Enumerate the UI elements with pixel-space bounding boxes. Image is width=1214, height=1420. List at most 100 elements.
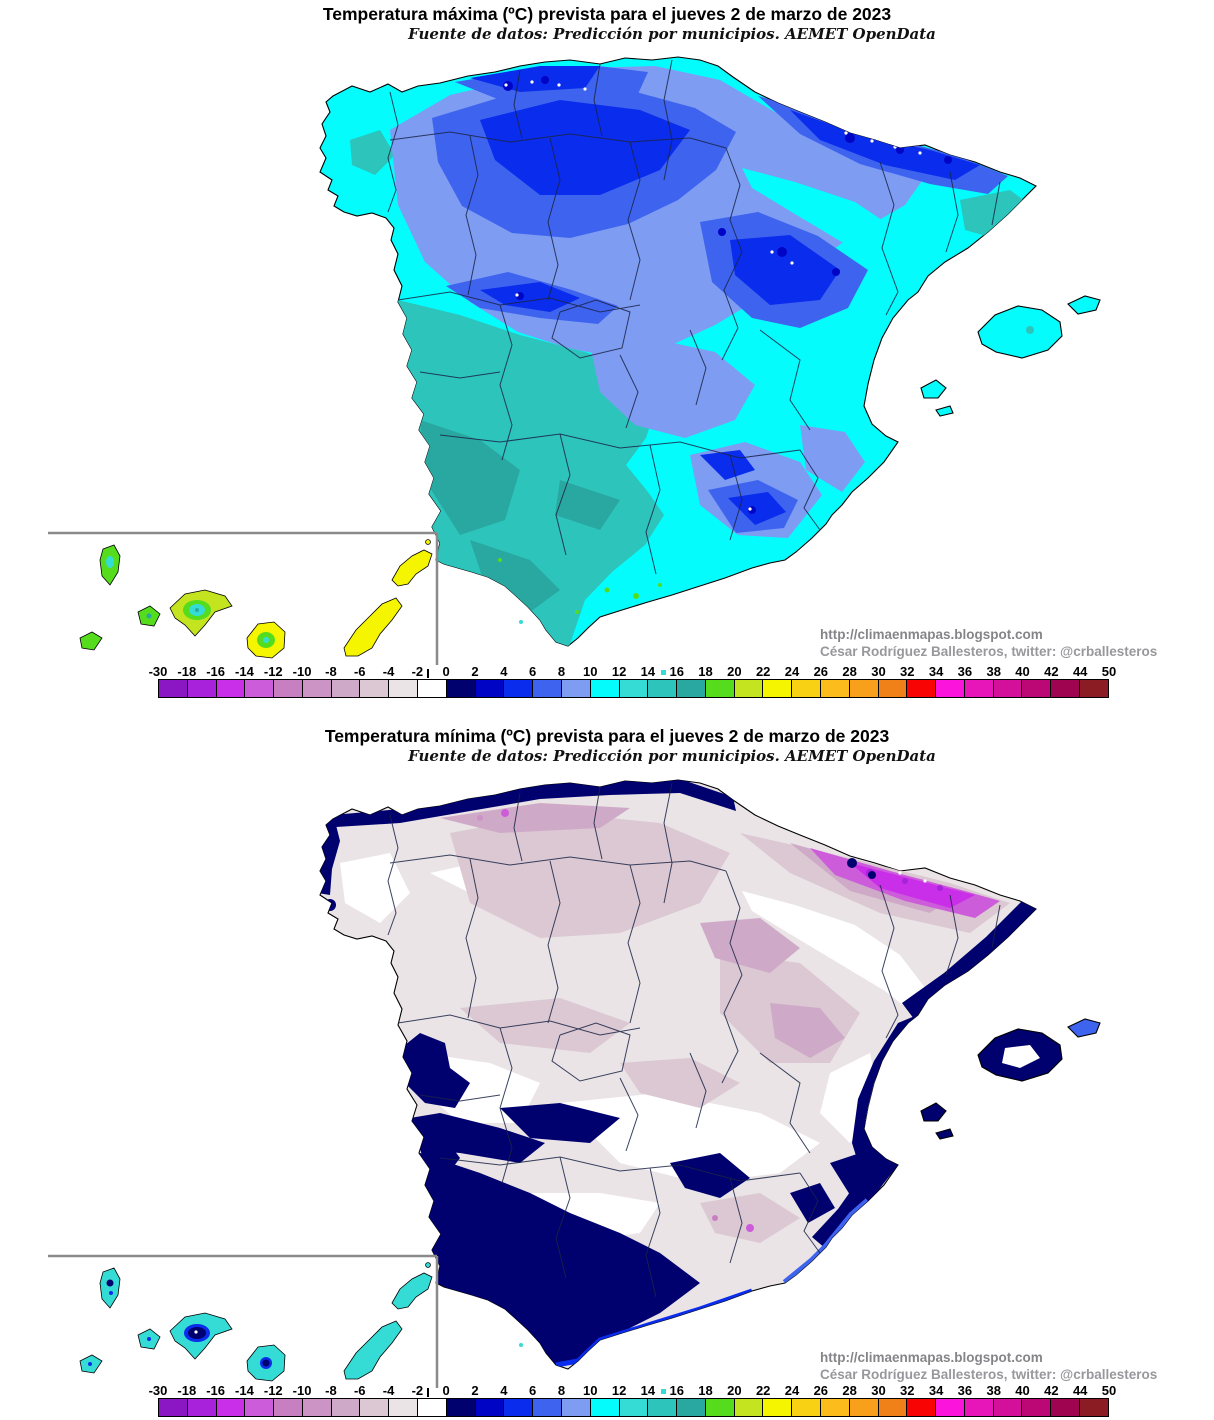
colorbar-label: 40 xyxy=(1015,664,1030,679)
colorbar-label: 0 xyxy=(442,1383,450,1398)
colorbar-segment xyxy=(274,680,303,697)
colorbar-label: 14 xyxy=(640,664,656,679)
colorbar-label: -30 xyxy=(148,1383,168,1398)
colorbar-label: 30 xyxy=(871,1383,886,1398)
colorbar-label: -10 xyxy=(292,664,312,679)
colorbar-label: -6 xyxy=(353,664,366,679)
colorbar-label: -4 xyxy=(382,1383,395,1398)
colorbar-segment xyxy=(590,680,620,697)
colorbar-label: 14 xyxy=(640,1383,656,1398)
colorbar-marker-dot xyxy=(660,1389,666,1394)
colorbar-segment xyxy=(274,1399,303,1416)
map-maxima xyxy=(46,56,1101,667)
balearic-islands-max xyxy=(920,295,1101,417)
alboran-islet-min xyxy=(519,1343,523,1347)
colorbar-segment xyxy=(792,1399,821,1416)
colorbar-label: 34 xyxy=(928,664,944,679)
colorbar-label: 36 xyxy=(957,1383,973,1398)
min-temperature-regions xyxy=(320,780,1036,1368)
colorbar-segment xyxy=(159,1399,188,1416)
colorbar-segment xyxy=(389,1399,419,1416)
colorbar-label: 34 xyxy=(928,1383,944,1398)
colorbar-label: -2 xyxy=(411,664,424,679)
colorbar-tick-mark xyxy=(427,1388,430,1397)
colorbar-segment xyxy=(734,1399,764,1416)
subtitle-maxima: Fuente de datos: Predicción por municipi… xyxy=(408,25,936,43)
colorbar-segment xyxy=(216,1399,246,1416)
colorbar-segment xyxy=(245,680,275,697)
colorbar-label: 26 xyxy=(813,664,829,679)
colorbar-label: -6 xyxy=(353,1383,366,1398)
colorbar-label: -18 xyxy=(177,1383,197,1398)
colorbar-segment xyxy=(993,1399,1023,1416)
colorbar-label: -12 xyxy=(263,664,283,679)
attribution-minima: http://climaenmapas.blogspot.com César R… xyxy=(820,1349,1157,1383)
colorbar-label: 4 xyxy=(500,664,508,679)
colorbar-segment xyxy=(446,1399,476,1416)
colorbar-label: 22 xyxy=(755,1383,771,1398)
colorbar-labels: -30 -18 -16 -14 -12 -10 -8 -6 -4 -2 0 2 4 6 8 10 12 14 16 1… xyxy=(149,664,1117,679)
colorbar-segment xyxy=(763,1399,793,1416)
subtitle-minima: Fuente de datos: Predicción por municipi… xyxy=(408,747,936,765)
colorbar-segment xyxy=(302,680,332,697)
colorbar-label: 20 xyxy=(727,1383,742,1398)
colorbar-segment xyxy=(216,680,246,697)
colorbar-segment xyxy=(619,1399,649,1416)
colorbar-label: 2 xyxy=(471,1383,479,1398)
colorbar-label: 2 xyxy=(471,664,479,679)
colorbar-label: -16 xyxy=(206,1383,226,1398)
colorbar-label: -14 xyxy=(235,1383,254,1398)
colorbar-label: -30 xyxy=(148,664,168,679)
colorbar-label: -10 xyxy=(292,1383,312,1398)
colorbar-label: 32 xyxy=(900,1383,915,1398)
colorbar-segment xyxy=(1022,1399,1052,1416)
colorbar-segment xyxy=(648,680,678,697)
colorbar-segment xyxy=(187,1399,217,1416)
colorbar-segment xyxy=(418,1399,447,1416)
colorbar-segment xyxy=(907,1399,937,1416)
colorbar-segment xyxy=(446,680,476,697)
colorbar-segment xyxy=(504,1399,534,1416)
colorbar-segment xyxy=(705,1399,735,1416)
colorbar-segment xyxy=(331,680,361,697)
colorbar-label: 6 xyxy=(529,1383,537,1398)
colorbar-segment xyxy=(734,680,764,697)
colorbar-segment xyxy=(533,1399,562,1416)
colorbar-label: 50 xyxy=(1101,664,1117,679)
colorbar-segment xyxy=(878,680,908,697)
colorbar-segment xyxy=(590,1399,620,1416)
colorbar-label: 50 xyxy=(1101,1383,1117,1398)
map-minima xyxy=(46,779,1101,1390)
colorbar-segment xyxy=(677,680,706,697)
colorbar-segment xyxy=(964,1399,994,1416)
colorbar-label: 18 xyxy=(698,1383,713,1398)
colorbar-segment xyxy=(849,680,879,697)
attribution-author-max: César Rodríguez Ballesteros, twitter: @c… xyxy=(820,644,1158,659)
colorbar-label: -8 xyxy=(325,1383,337,1398)
colorbar-label: -14 xyxy=(235,664,254,679)
colorbar-label: 38 xyxy=(986,664,1001,679)
colorbar-segment xyxy=(820,680,850,697)
colorbar-label: 10 xyxy=(583,664,598,679)
colorbar-segment xyxy=(533,680,562,697)
colorbar-segment xyxy=(1022,680,1052,697)
colorbar-label: 0 xyxy=(442,664,450,679)
colorbar-segment xyxy=(907,680,937,697)
colorbar-label: 8 xyxy=(557,664,566,679)
colorbar-label: 22 xyxy=(755,664,771,679)
colorbar-segment xyxy=(1051,1399,1080,1416)
colorbar-segment xyxy=(705,680,735,697)
colorbar-label: 12 xyxy=(611,1383,627,1398)
colorbar-label: 8 xyxy=(557,1383,566,1398)
colorbar-segment xyxy=(936,1399,965,1416)
colorbar-label: 16 xyxy=(669,1383,684,1398)
colorbar-segment xyxy=(389,680,419,697)
colorbar-label: 10 xyxy=(583,1383,598,1398)
colorbar-label: 30 xyxy=(871,664,886,679)
colorbar-segment xyxy=(619,680,649,697)
attribution-maxima: http://climaenmapas.blogspot.com César R… xyxy=(820,626,1157,660)
colorbar-label: 4 xyxy=(500,1383,508,1398)
colorbar-segment xyxy=(475,680,505,697)
colorbar-label: -8 xyxy=(325,664,337,679)
